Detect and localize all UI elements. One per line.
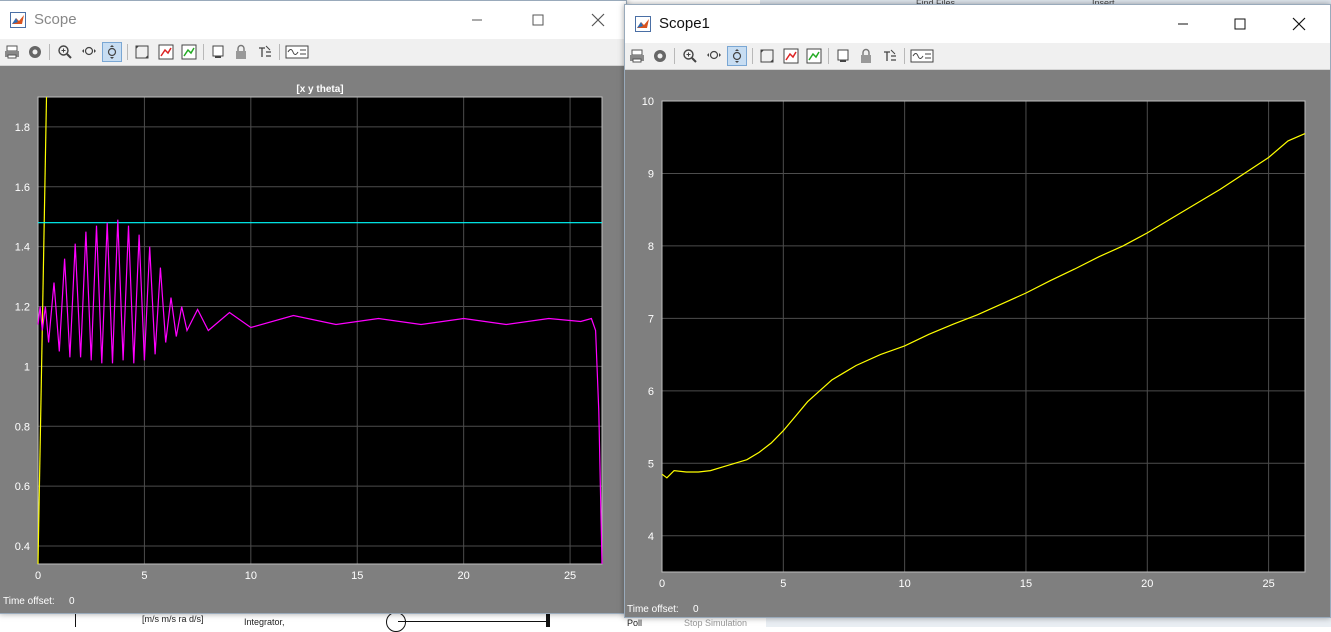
scope1-toolbar <box>625 43 1330 70</box>
x-tick-label: 10 <box>899 578 911 590</box>
zoom-x-icon[interactable] <box>79 42 99 62</box>
save-axes-icon[interactable] <box>156 42 176 62</box>
close-icon[interactable] <box>1288 13 1310 35</box>
save-axes-icon[interactable] <box>781 46 801 66</box>
print-icon[interactable] <box>627 46 647 66</box>
matlab-app-icon <box>10 12 26 28</box>
toolbar-separator <box>203 44 204 60</box>
plot-background <box>662 101 1305 572</box>
plot-border <box>37 96 603 565</box>
background-signal-line <box>398 621 546 622</box>
x-tick-label: 15 <box>1020 578 1032 590</box>
signal-select-icon[interactable] <box>880 46 900 66</box>
scope-chart[interactable]: 0 5 10 15 20 25 0.4 0.6 0.8 1 1.2 1.4 1.6 1.8 [x y the… <box>0 66 626 593</box>
minimize-icon[interactable] <box>1172 13 1194 35</box>
y-tick-label: 1 <box>24 361 30 373</box>
highlight-block-icon[interactable] <box>833 46 853 66</box>
y-tick-label: 10 <box>642 96 654 108</box>
y-tick-label: 0.6 <box>15 481 30 493</box>
background-stop-label: Stop Simulation <box>684 618 748 628</box>
x-tick-label: 0 <box>35 570 41 582</box>
x-tick-label: 25 <box>564 570 576 582</box>
time-offset-value: 0 <box>693 604 699 615</box>
close-icon[interactable] <box>587 9 609 31</box>
y-tick-label: 9 <box>648 168 654 180</box>
y-tick-label: 4 <box>648 531 654 543</box>
x-tick-label: 5 <box>780 578 786 590</box>
style-icon[interactable] <box>909 46 935 66</box>
window-title: Scope1 <box>659 15 710 32</box>
background-block-bar <box>546 612 550 627</box>
background-integrator-label: Integrator, <box>244 617 285 627</box>
y-tick-label: 1.8 <box>15 122 30 134</box>
chart-title: [x y theta] <box>296 84 343 95</box>
series-line <box>661 133 1306 479</box>
plot-border <box>661 100 1306 573</box>
y-tick-label: 8 <box>648 241 654 253</box>
zoom-in-icon[interactable] <box>55 42 75 62</box>
zoom-in-icon[interactable] <box>680 46 700 66</box>
y-tick-label: 6 <box>648 386 654 398</box>
background-block-edge <box>75 612 76 627</box>
maximize-icon[interactable] <box>527 9 549 31</box>
zoom-y-icon[interactable] <box>727 46 747 66</box>
autoscale-icon[interactable] <box>757 46 777 66</box>
x-tick-label: 5 <box>141 570 147 582</box>
x-tick-label: 0 <box>659 578 665 590</box>
restore-axes-icon[interactable] <box>179 42 199 62</box>
y-tick-label: 1.6 <box>15 182 30 194</box>
settings-icon[interactable] <box>25 42 45 62</box>
print-icon[interactable] <box>2 42 22 62</box>
plot-background <box>38 97 602 564</box>
y-tick-label: 1.2 <box>15 302 30 314</box>
scope-toolbar <box>0 39 626 66</box>
toolbar-separator <box>279 44 280 60</box>
scope-window: Scope 0 5 10 15 20 25 0.4 0.6 0.8 1 1.2 1.4 1.6 1.8 [x… <box>0 0 627 614</box>
restore-axes-icon[interactable] <box>804 46 824 66</box>
toolbar-separator <box>828 48 829 64</box>
style-icon[interactable] <box>284 42 310 62</box>
toolbar-separator <box>127 44 128 60</box>
zoom-x-icon[interactable] <box>704 46 724 66</box>
time-offset-value: 0 <box>69 596 75 607</box>
scope1-figure: 0 5 10 15 20 25 4 5 6 7 8 9 10 Time offset: 0 <box>625 70 1330 617</box>
settings-icon[interactable] <box>650 46 670 66</box>
x-tick-label: 10 <box>245 570 257 582</box>
signal-select-icon[interactable] <box>255 42 275 62</box>
lock-icon[interactable] <box>231 42 251 62</box>
window-title: Scope <box>34 11 77 28</box>
scope1-window: Scope1 0 5 10 15 20 25 4 5 6 7 8 9 10 Time offset: 0 <box>624 4 1331 618</box>
y-tick-label: 1.4 <box>15 242 30 254</box>
matlab-app-icon <box>635 16 651 32</box>
lock-icon[interactable] <box>856 46 876 66</box>
minimize-icon[interactable] <box>466 9 488 31</box>
series-line <box>37 219 603 565</box>
scope-figure: 0 5 10 15 20 25 0.4 0.6 0.8 1 1.2 1.4 1.6 1.8 [x y the… <box>0 66 626 613</box>
background-poll-label: Poll <box>627 618 643 628</box>
autoscale-icon[interactable] <box>132 42 152 62</box>
x-tick-label: 20 <box>1141 578 1153 590</box>
y-tick-label: 0.8 <box>15 421 30 433</box>
highlight-block-icon[interactable] <box>208 42 228 62</box>
toolbar-separator <box>674 48 675 64</box>
time-offset-label: Time offset: <box>627 604 679 615</box>
y-tick-label: 5 <box>648 458 654 470</box>
toolbar-separator <box>752 48 753 64</box>
y-tick-label: 7 <box>648 313 654 325</box>
scope-titlebar[interactable]: Scope <box>0 1 626 39</box>
zoom-y-icon[interactable] <box>102 42 122 62</box>
clock-icon <box>386 612 406 632</box>
background-units-label: [m/s m/s ra d/s] <box>142 614 204 624</box>
x-tick-label: 20 <box>458 570 470 582</box>
scope1-titlebar[interactable]: Scope1 <box>625 5 1330 43</box>
toolbar-separator <box>49 44 50 60</box>
time-offset-label: Time offset: <box>3 596 55 607</box>
y-tick-label: 0.4 <box>15 541 30 553</box>
scope1-chart[interactable]: 0 5 10 15 20 25 4 5 6 7 8 9 10 <box>625 70 1330 597</box>
maximize-icon[interactable] <box>1229 13 1251 35</box>
x-tick-label: 15 <box>351 570 363 582</box>
x-tick-label: 25 <box>1262 578 1274 590</box>
toolbar-separator <box>904 48 905 64</box>
